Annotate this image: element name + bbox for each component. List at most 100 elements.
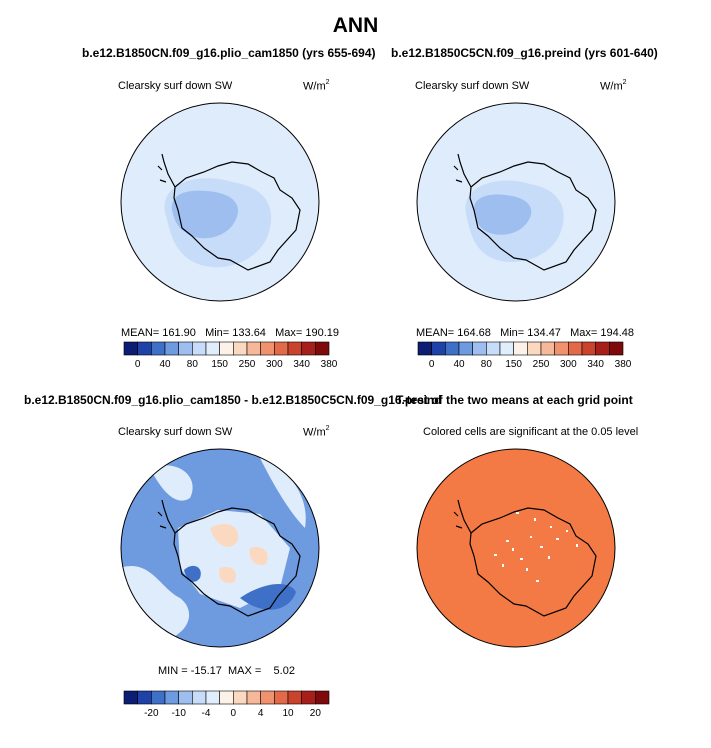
colorbar-cell <box>137 341 152 356</box>
colorbar-cell <box>260 341 275 356</box>
antarctic-peninsula <box>157 153 176 188</box>
colorbar-tick-label: 0 <box>231 708 237 719</box>
panel-bl-unit: W/m2 <box>303 425 330 439</box>
colorbar-cell <box>315 690 330 705</box>
panel-bl-title: b.e12.B1850CN.f09_g16.plio_cam1850 - b.e… <box>24 393 442 407</box>
colorbar-cell <box>554 341 569 356</box>
colorbar-cell <box>178 690 193 705</box>
colorbar-cell <box>458 341 473 356</box>
colorbar-cell <box>205 341 220 356</box>
colorbar-cell <box>205 690 220 705</box>
colorbar-cell <box>192 690 207 705</box>
land-positive <box>218 566 237 584</box>
map-boundary <box>120 102 320 302</box>
colorbar-tick-label: 80 <box>187 359 199 370</box>
map-boundary <box>416 448 616 648</box>
map-tl <box>120 102 320 302</box>
antarctica-coastline <box>173 161 301 271</box>
colorbar-cell <box>233 690 248 705</box>
colorbar-tick-label: 340 <box>293 359 310 370</box>
colorbar-cell <box>595 341 610 356</box>
colorbar-cell <box>123 690 138 705</box>
colorbar-cell <box>499 341 514 356</box>
colorbar-cell <box>609 341 624 356</box>
colorbar-cell <box>527 341 542 356</box>
land-light <box>178 510 290 608</box>
antarctica-coastline <box>469 161 597 271</box>
colorbar-cell <box>260 690 275 705</box>
land-positive <box>210 524 239 547</box>
colorbar-cell <box>540 341 555 356</box>
map-boundary <box>416 102 616 302</box>
colorbar-tick-label: 380 <box>321 359 338 370</box>
colorbar-cell <box>274 690 289 705</box>
colorbar-cell <box>219 690 234 705</box>
colorbar-cell <box>246 690 261 705</box>
land-positive <box>249 546 268 566</box>
colorbar-cell <box>486 341 501 356</box>
panel-br-title: T-test of the two means at each grid poi… <box>396 393 633 407</box>
panel-bl-stats: MIN = -15.17 MAX = 5.02 <box>158 665 295 677</box>
ocean-light-patch <box>150 465 193 501</box>
colorbar-cell <box>233 341 248 356</box>
colorbar-cell <box>513 341 528 356</box>
colorbar-tick-label: 4 <box>258 708 264 719</box>
significant-field <box>417 449 615 647</box>
panel-tr-variable: Clearsky surf down SW <box>415 80 530 92</box>
colorbar-cell <box>164 690 179 705</box>
colorbar-cell <box>581 341 596 356</box>
panel-tl-stats: MEAN= 161.90 Min= 133.64 Max= 190.19 <box>121 327 339 339</box>
main-title: ANN <box>332 14 379 37</box>
land-negative <box>184 565 201 582</box>
colorbar-tick-label: -4 <box>202 708 211 719</box>
colorbar-tick-label: 40 <box>159 359 171 370</box>
antarctic-peninsula <box>453 153 472 188</box>
antarctica-coastline <box>469 507 597 617</box>
colorbar-cell <box>287 341 302 356</box>
antarctic-peninsula <box>157 499 176 534</box>
panel-tl-variable: Clearsky surf down SW <box>118 80 233 92</box>
colorbar-cell <box>417 341 432 356</box>
colorbar-cell <box>301 341 316 356</box>
colorbar-tick-label: 380 <box>615 359 632 370</box>
colorbar-bl: -20 -10 -4 0 4 10 20 <box>123 690 330 719</box>
colorbar-tick-label: 300 <box>560 359 577 370</box>
panel-tl-title: b.e12.B1850CN.f09_g16.plio_cam1850 (yrs … <box>82 46 376 60</box>
colorbar-cell <box>472 341 487 356</box>
colorbar-cell <box>192 341 207 356</box>
colorbar-tick-label: 10 <box>282 708 294 719</box>
colorbar-cell <box>123 341 138 356</box>
panel-br-note: Colored cells are significant at the 0.0… <box>423 426 639 438</box>
panel-tr-stats: MEAN= 164.68 Min= 134.47 Max= 194.48 <box>416 327 634 339</box>
colorbar-cell <box>178 341 193 356</box>
non-significant-cells <box>494 512 578 582</box>
colorbar-tick-label: -10 <box>171 708 186 719</box>
colorbar-cell <box>246 341 261 356</box>
map-bl <box>120 448 320 648</box>
colorbar-cell <box>151 341 166 356</box>
colorbar-tick-label: -20 <box>144 708 159 719</box>
colorbar-cell <box>315 341 330 356</box>
panel-tr-title: b.e12.B1850C5CN.f09_g16.preind (yrs 601-… <box>391 46 658 60</box>
colorbar-cell <box>287 690 302 705</box>
colorbar-tl: 0 40 80 150 250 300 340 380 <box>123 341 338 370</box>
map-tr <box>416 102 616 302</box>
colorbar-tick-label: 250 <box>533 359 550 370</box>
colorbar-tick-label: 0 <box>135 359 141 370</box>
antarctica-coastline <box>173 507 301 617</box>
colorbar-cell <box>568 341 583 356</box>
panel-tr-unit: W/m2 <box>600 79 627 93</box>
land-core <box>473 194 532 235</box>
colorbar-tick-label: 250 <box>239 359 256 370</box>
colorbar-cell <box>137 690 152 705</box>
map-br <box>416 448 616 648</box>
colorbar-tick-label: 40 <box>453 359 465 370</box>
colorbar-tick-label: 0 <box>429 359 435 370</box>
colorbar-cell <box>164 341 179 356</box>
colorbar-tr: 0 40 80 150 250 300 340 380 <box>417 341 632 370</box>
colorbar-cell <box>274 341 289 356</box>
colorbar-tick-label: 150 <box>505 359 522 370</box>
colorbar-cell <box>151 690 166 705</box>
antarctic-peninsula <box>453 499 472 534</box>
land-negative <box>240 584 296 610</box>
